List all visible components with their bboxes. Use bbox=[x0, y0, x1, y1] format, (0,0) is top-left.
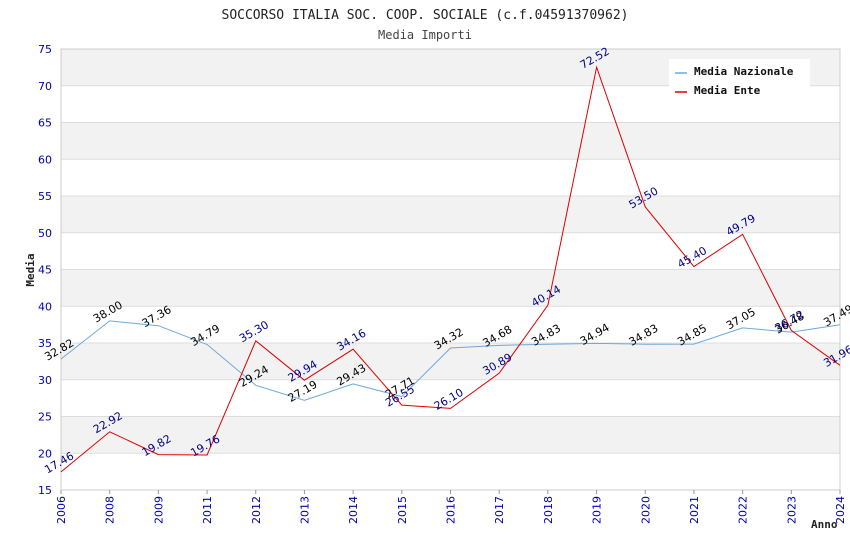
y-axis-label: Media bbox=[24, 253, 37, 286]
x-axis-ticks: 2006 2008 2009 2011 2012 2013 2014 2015 2016 2017… bbox=[55, 490, 847, 524]
x-tick-label: 2012 bbox=[250, 496, 263, 524]
grid-band bbox=[61, 416, 840, 454]
y-tick-label: 40 bbox=[38, 300, 52, 313]
series-line-media-ente bbox=[60, 65, 841, 473]
data-label: 26.10 bbox=[432, 386, 466, 413]
x-tick-label: 2017 bbox=[493, 496, 506, 524]
x-tick-label: 2019 bbox=[591, 496, 604, 524]
x-tick-label: 2013 bbox=[298, 496, 311, 524]
x-tick-label: 2023 bbox=[785, 496, 798, 524]
grid-band bbox=[61, 269, 840, 307]
x-tick-label: 2006 bbox=[55, 496, 68, 524]
legend-label-media-ente: Media Ente bbox=[694, 84, 761, 97]
chart-subtitle: Media Importi bbox=[378, 28, 472, 42]
y-tick-label: 65 bbox=[38, 117, 52, 130]
data-label: 35.30 bbox=[237, 318, 271, 345]
chart-title: SOCCORSO ITALIA SOC. COOP. SOCIALE (c.f.… bbox=[222, 8, 629, 23]
grid-band bbox=[61, 196, 840, 233]
x-tick-label: 2008 bbox=[104, 496, 117, 524]
y-tick-label: 15 bbox=[38, 484, 52, 497]
grid-bands bbox=[61, 49, 840, 454]
legend: Media Nazionale Media Ente bbox=[669, 59, 810, 99]
data-label: 45.40 bbox=[675, 244, 709, 271]
data-label: 37.36 bbox=[140, 303, 174, 330]
y-tick-label: 25 bbox=[38, 411, 52, 424]
y-tick-label: 60 bbox=[38, 153, 52, 166]
grid-band bbox=[61, 122, 840, 160]
x-tick-label: 2021 bbox=[688, 496, 701, 524]
x-tick-label: 2011 bbox=[201, 496, 214, 524]
x-tick-label: 2016 bbox=[445, 496, 458, 524]
series-lines bbox=[60, 65, 841, 473]
y-axis-ticks: 15 20 25 30 35 40 45 50 55 60 65 70 75 bbox=[38, 43, 52, 497]
grid-band bbox=[61, 343, 840, 380]
legend-label-media-nazionale: Media Nazionale bbox=[694, 65, 794, 78]
y-tick-label: 70 bbox=[38, 80, 52, 93]
x-tick-label: 2018 bbox=[542, 496, 555, 524]
y-tick-label: 30 bbox=[38, 374, 52, 387]
legend-box bbox=[669, 59, 810, 99]
y-tick-label: 50 bbox=[38, 227, 52, 240]
x-tick-label: 2014 bbox=[347, 496, 360, 524]
x-tick-label: 2015 bbox=[396, 496, 409, 524]
series-line-media-nazionale bbox=[60, 320, 841, 401]
y-tick-label: 45 bbox=[38, 264, 52, 277]
x-tick-label: 2009 bbox=[152, 496, 165, 524]
y-tick-label: 35 bbox=[38, 337, 52, 350]
x-tick-label: 2024 bbox=[834, 496, 847, 524]
y-tick-label: 75 bbox=[38, 43, 52, 56]
x-axis-label: Anno bbox=[811, 518, 838, 531]
x-tick-label: 2022 bbox=[737, 496, 750, 524]
y-tick-label: 20 bbox=[38, 447, 52, 460]
y-tick-label: 55 bbox=[38, 190, 52, 203]
x-tick-label: 2020 bbox=[639, 496, 652, 524]
